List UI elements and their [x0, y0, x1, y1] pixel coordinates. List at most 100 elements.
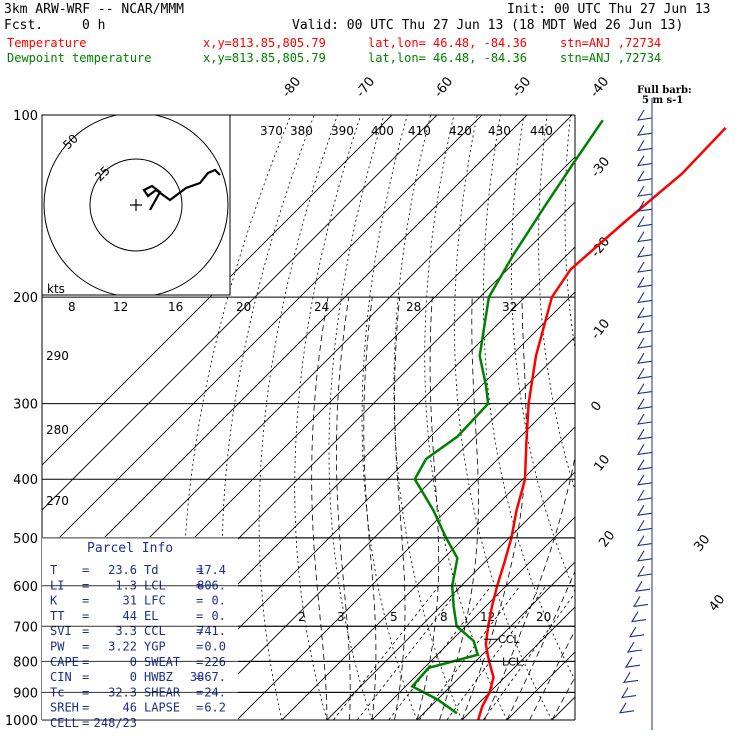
- parcel-info-value: 23.6: [108, 563, 137, 577]
- pressure-tick-label: 300: [13, 398, 38, 413]
- parcel-info-equals: =: [82, 594, 89, 608]
- isotherm-label: -70: [353, 74, 378, 100]
- wind-barb: [636, 337, 653, 349]
- hodograph-trace: [142, 168, 221, 211]
- wind-barb: [636, 520, 653, 532]
- level-marker-label: CCL: [498, 633, 520, 646]
- dry-adiabat: [454, 115, 553, 720]
- mixing-ratio-line: [356, 585, 462, 720]
- hodograph-ring: [43, 115, 229, 295]
- dry-adiabat: [221, 115, 315, 720]
- dry-adiabat: [733, 115, 740, 720]
- isotherm-label: -50: [509, 74, 534, 100]
- wind-barb: [636, 535, 653, 547]
- wind-barb: [636, 489, 653, 501]
- parcel-info-equals: =: [82, 716, 89, 730]
- wind-barb: [636, 231, 653, 243]
- parcel-info-panel: Parcel InfoT=23.6Td=17.4LI=1.3LCL=806.K=…: [42, 537, 238, 730]
- temperature-latlon: lat,lon= 46.48, -84.36: [368, 36, 527, 50]
- wind-barb: [636, 504, 653, 516]
- parcel-info-equals: =: [196, 640, 203, 654]
- wind-barb: [636, 383, 653, 395]
- dewpoint-latlon: lat,lon= 46.48, -84.36: [368, 51, 527, 65]
- forecast-hour: 0 h: [82, 18, 106, 33]
- parcel-info-value: 741.: [197, 624, 226, 638]
- wind-barb: [636, 246, 653, 258]
- wind-barb: [632, 596, 649, 608]
- parcel-info-value: 3.3: [115, 624, 137, 638]
- dewpoint-station: stn=ANJ ,72734: [560, 51, 662, 65]
- pressure-tick-label: 100: [13, 109, 38, 124]
- mixing-ratio-label: 2: [298, 610, 306, 624]
- theta-label: 270: [46, 494, 69, 508]
- wind-barbs: [618, 109, 653, 714]
- parcel-info-equals: =: [82, 701, 89, 715]
- theta-label: 370: [260, 124, 283, 138]
- pressure-tick-label: 700: [13, 620, 38, 635]
- moist-adiabat: [363, 297, 377, 720]
- parcel-info-key: T: [50, 563, 57, 577]
- barb-legend: Full barb:: [637, 85, 692, 96]
- theta-label: 420: [449, 124, 472, 138]
- parcel-info-value: 0.: [212, 594, 226, 608]
- wind-barb: [636, 200, 653, 212]
- hodograph-box: [41, 114, 231, 296]
- moist-adiabat: [311, 297, 329, 720]
- dry-adiabat: [294, 115, 362, 720]
- mixing-ratio-label: 8: [68, 300, 76, 314]
- isotherm-label: -80: [279, 74, 304, 100]
- mixing-ratio-label: 32: [502, 300, 517, 314]
- dry-adiabat: [258, 115, 338, 720]
- isotherm-line: [42, 115, 483, 556]
- wind-barb: [636, 550, 653, 562]
- wind-barb: [636, 170, 653, 182]
- pressure-tick-label: 900: [13, 686, 38, 701]
- dry-adiabat: [710, 115, 740, 720]
- parcel-info-key: LFC: [144, 594, 166, 608]
- wind-barb: [636, 216, 653, 228]
- mixing-ratio-line: [446, 585, 547, 720]
- dry-adiabat: [393, 115, 463, 720]
- wind-barb: [618, 702, 635, 714]
- theta-label: 380: [290, 124, 313, 138]
- isotherm-label: 30: [691, 532, 713, 554]
- wind-barb: [636, 474, 653, 486]
- wind-barb: [636, 444, 653, 456]
- mixing-ratio-label: 20: [236, 300, 251, 314]
- wind-barb: [634, 580, 651, 592]
- temperature-station: stn=ANJ ,72734: [560, 36, 662, 50]
- wind-barb: [624, 656, 641, 668]
- parcel-info-value: 17.4: [197, 563, 226, 577]
- barb-unit: 5 m s-1: [642, 95, 683, 106]
- parcel-info-key: EL: [144, 609, 158, 623]
- wind-barb: [620, 687, 637, 699]
- parcel-info-key: HWBZ: [144, 670, 173, 684]
- temperature-legend: Temperature: [7, 36, 87, 50]
- pressure-tick-label: 200: [13, 291, 38, 306]
- parcel-info-box: [42, 537, 238, 720]
- init-time: Init: 00 UTC Thu 27 Jun 13: [507, 2, 711, 17]
- pressure-tick-label: 400: [13, 473, 38, 488]
- dewpoint-xy: x,y=813.85,805.79: [203, 51, 326, 65]
- hodograph-ring: [89, 158, 183, 252]
- parcel-info-key: TT: [50, 609, 64, 623]
- mixing-ratio-label: 28: [406, 300, 421, 314]
- dry-adiabat: [510, 115, 643, 720]
- isotherm-line: [42, 115, 528, 601]
- mixing-ratio-line: [333, 585, 440, 720]
- wind-barb: [636, 261, 653, 273]
- mixing-ratio-label: 8: [440, 610, 448, 624]
- pressure-tick-label: 1000: [5, 714, 38, 729]
- mixing-ratio-label: 24: [314, 300, 329, 314]
- parcel-info-key: PW: [50, 640, 65, 654]
- wind-barb: [636, 352, 653, 364]
- parcel-info-equals: =: [196, 670, 203, 684]
- wind-barb: [636, 459, 653, 471]
- model-title: 3km ARW-WRF -- NCAR/MMM: [4, 2, 185, 17]
- moist-adiabat: [439, 297, 479, 720]
- isotherm-label: -40: [587, 74, 612, 100]
- parcel-info-key: LAPSE: [144, 701, 180, 715]
- isotherm-line: [416, 446, 690, 720]
